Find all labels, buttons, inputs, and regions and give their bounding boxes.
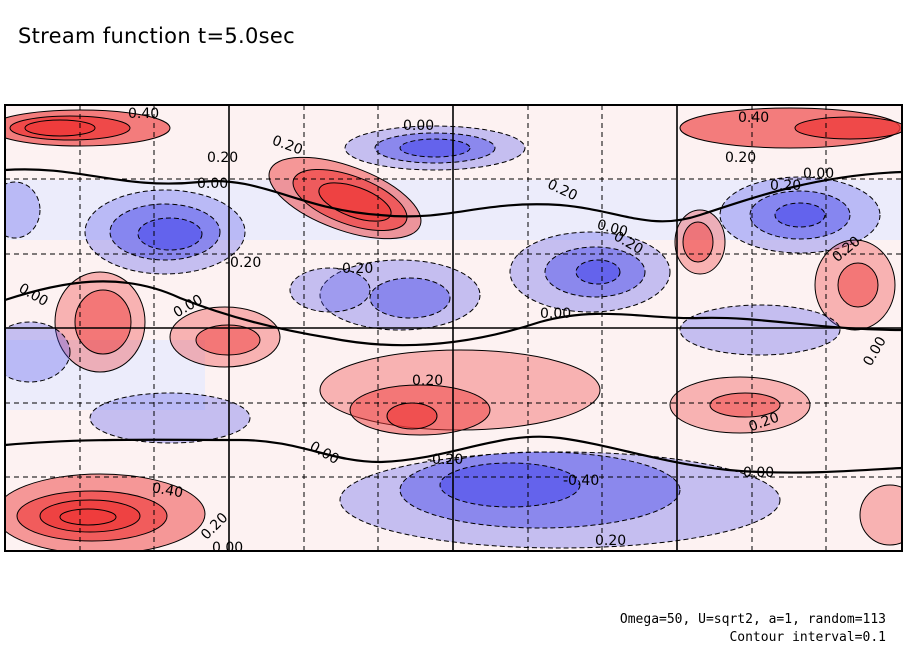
positive-contour (837, 262, 879, 308)
negative-contour (439, 462, 581, 508)
contour-label: 0.40 (128, 106, 159, 122)
positive-contour (24, 119, 96, 137)
contour-interval-note: Contour interval=0.1 (729, 630, 886, 645)
positive-contour (59, 508, 117, 526)
contour-label: 0.00 (403, 118, 434, 134)
positive-contour (709, 392, 781, 418)
plot-frame (4, 104, 903, 552)
negative-contour (369, 277, 451, 319)
negative-contour (679, 304, 841, 356)
negative-contour (774, 202, 826, 228)
contour-label: 0.40 (151, 480, 184, 501)
positive-contour (859, 484, 902, 546)
negative-contour (89, 392, 251, 444)
positive-contour (195, 324, 261, 356)
contour-label: 0.00 (595, 217, 629, 241)
contour-label: 0.20 (770, 178, 801, 194)
contour-label: -0.20 (427, 452, 463, 468)
negative-contour (5, 321, 71, 383)
zero-contour-line (5, 168, 902, 223)
grid-lines (5, 105, 902, 551)
contour-label: 0.00 (212, 540, 243, 556)
negative-contour (5, 181, 41, 239)
zero-contour-line (5, 435, 902, 474)
negative-contour (289, 267, 371, 313)
positive-contour (682, 221, 714, 263)
contour-label: 0.20 (595, 533, 626, 549)
contour-label: 0.20 (207, 150, 238, 166)
zero-contour-line (5, 280, 902, 347)
contour-label: -0.40 (563, 473, 599, 489)
negative-contour (137, 217, 203, 251)
negative-contour (575, 259, 621, 285)
positive-contour (386, 402, 438, 430)
contour-label: 0.00 (803, 166, 834, 182)
contour-label: 0.00 (197, 176, 228, 192)
contour-label: 0.00 (743, 465, 774, 481)
positive-contour (794, 116, 902, 140)
contour-label: 0.00 (540, 306, 571, 322)
chart-title: Stream function t=5.0sec (18, 24, 295, 48)
stream-function-field (5, 105, 902, 551)
positive-contour (74, 289, 132, 355)
parameters-note: Omega=50, U=sqrt2, a=1, random=113 (619, 612, 886, 627)
contour-label: 0.20 (725, 150, 756, 166)
contour-label: 0.20 (412, 373, 443, 389)
negative-contour (399, 138, 471, 158)
negative-contour (319, 259, 481, 331)
contour-label: -0.20 (225, 255, 261, 271)
contour-label: 0.40 (738, 110, 769, 126)
contour-label: -0.20 (337, 261, 373, 277)
